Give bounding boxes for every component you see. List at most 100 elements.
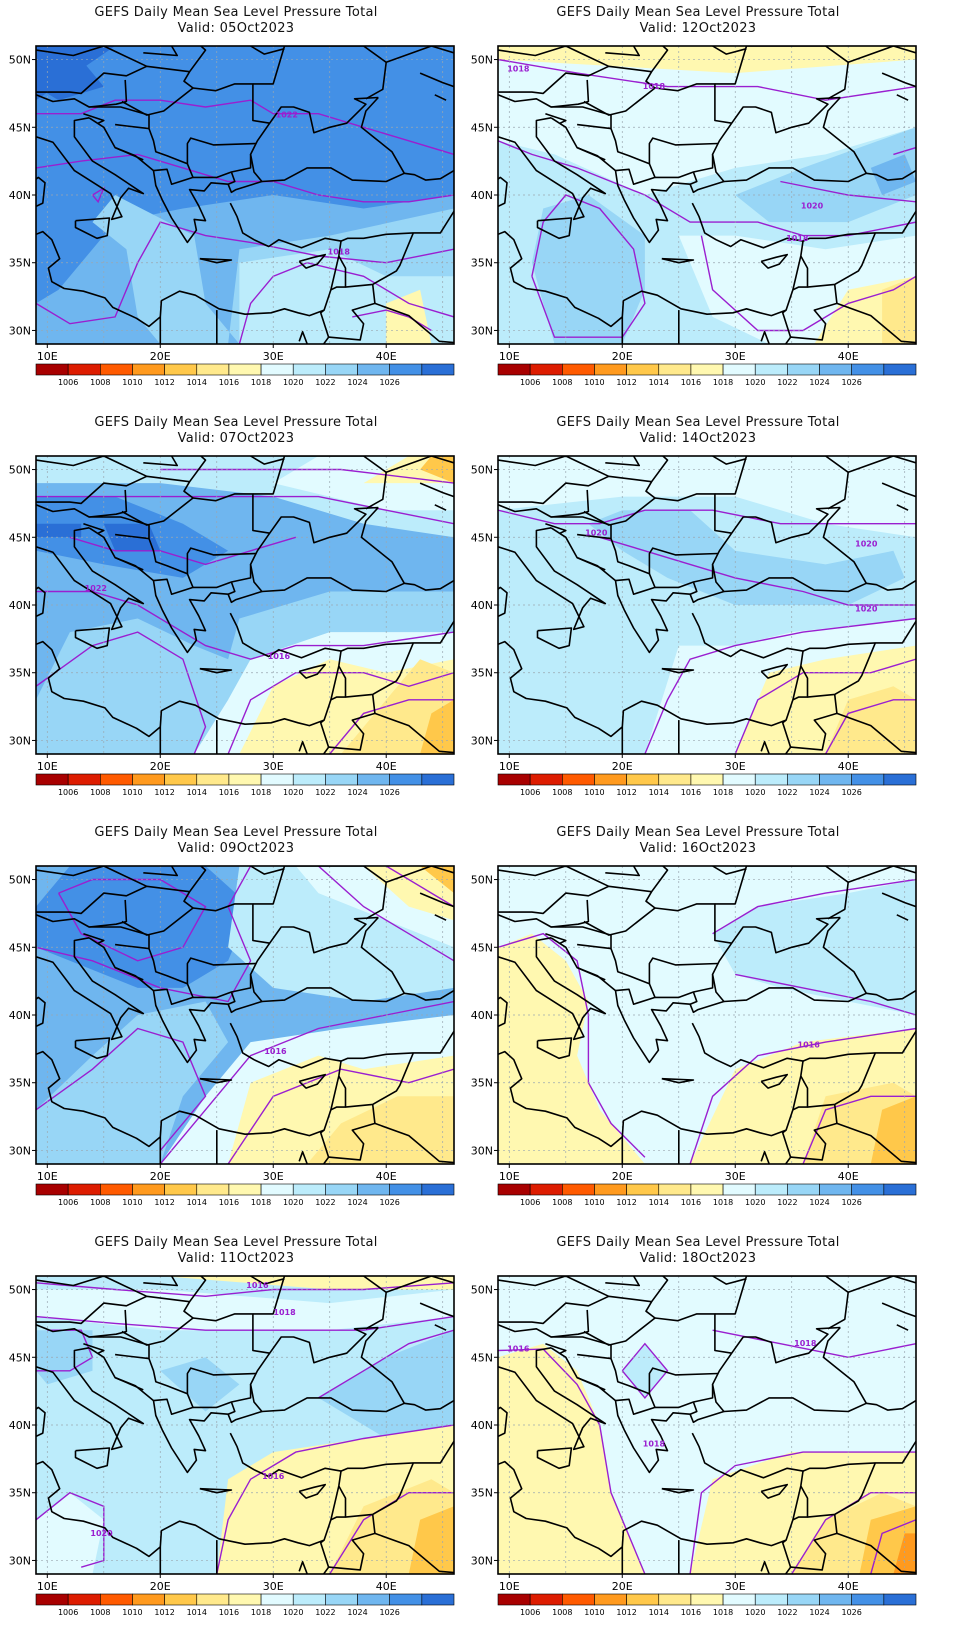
colorbar-swatch xyxy=(35,773,69,786)
pressure-band xyxy=(498,1343,645,1574)
coastline-border xyxy=(866,1399,916,1411)
coastline-border xyxy=(689,991,698,1005)
coastline-border xyxy=(121,1313,271,1354)
coastline-border xyxy=(781,1539,792,1568)
lat-tick-label: 45N xyxy=(471,121,493,134)
coastline-border xyxy=(36,456,148,478)
colorbar-label: 1016 xyxy=(681,1198,701,1207)
colorbar-swatch xyxy=(228,773,262,786)
coastline-border xyxy=(881,482,916,498)
isobar-label: 1018 xyxy=(786,234,809,243)
coastline-border xyxy=(781,1129,792,1158)
coastline-border xyxy=(781,719,792,748)
isobar-label: 1018 xyxy=(273,1308,296,1317)
panel-valid-date: Valid: 07Oct2023 xyxy=(177,431,295,446)
colorbar-swatch xyxy=(67,363,101,376)
pressure-map: 1016 50N 45N 40N 35N 30N 10E 20E 30E 40E 1006 1008 1… xyxy=(471,865,917,1207)
colorbar-label: 1006 xyxy=(520,378,540,387)
colorbar-swatch xyxy=(35,1593,69,1606)
colorbar-label: 1014 xyxy=(187,788,207,797)
colorbar-swatch xyxy=(851,1183,885,1196)
coastline-border xyxy=(186,1367,257,1394)
colorbar-label: 1008 xyxy=(90,378,110,387)
colorbar-swatch xyxy=(260,363,294,376)
coastline-border xyxy=(802,620,916,652)
pressure-band xyxy=(498,456,916,538)
colorbar-label: 1006 xyxy=(58,1198,78,1207)
isobar-line xyxy=(498,509,916,525)
coastline-border xyxy=(385,46,454,64)
coastline-border xyxy=(298,1483,327,1499)
coastline-border xyxy=(577,943,612,950)
forecast-panel: GEFS Daily Mean Sea Level Pressure Total… xyxy=(468,820,928,1230)
colorbar-swatch xyxy=(389,1183,423,1196)
forecast-panel: GEFS Daily Mean Sea Level Pressure Total… xyxy=(6,0,466,410)
panel-valid-date: Valid: 11Oct2023 xyxy=(177,1251,295,1266)
coastline-border xyxy=(661,257,695,264)
coastline-border xyxy=(760,663,789,679)
coastline-border xyxy=(345,1462,415,1518)
coastline-border xyxy=(545,1342,567,1354)
lat-tick-label: 30N xyxy=(9,1554,31,1567)
coastline-border xyxy=(385,866,454,884)
lat-tick-label: 35N xyxy=(471,667,493,680)
colorbar-swatch xyxy=(325,363,358,376)
lat-tick-label: 30N xyxy=(471,1144,493,1157)
coastline-border xyxy=(550,1326,841,1474)
colorbar-label: 1018 xyxy=(713,1198,733,1207)
colorbar-label: 1018 xyxy=(251,378,271,387)
pressure-band xyxy=(498,933,645,1164)
colorbar-label: 1010 xyxy=(584,378,604,387)
colorbar-label: 1022 xyxy=(777,378,797,387)
coastline-border xyxy=(114,146,144,161)
pressure-band xyxy=(735,127,916,223)
colorbar-swatch xyxy=(787,1183,820,1196)
colorbar-label: 1026 xyxy=(380,1608,400,1617)
pressure-band xyxy=(498,59,916,195)
coastline-border xyxy=(723,506,868,593)
colorbar-swatch xyxy=(389,363,423,376)
lon-tick-label: 20E xyxy=(150,350,171,363)
colorbar-swatch xyxy=(690,1183,724,1196)
coastline-border xyxy=(374,1122,454,1164)
colorbar-swatch xyxy=(100,1593,133,1606)
coastline-border xyxy=(896,504,909,511)
colorbar-swatch xyxy=(658,363,692,376)
lat-tick-label: 35N xyxy=(471,1487,493,1500)
panel-valid-date: Valid: 12Oct2023 xyxy=(639,21,757,36)
colorbar-label: 1014 xyxy=(187,1608,207,1617)
lat-tick-label: 35N xyxy=(9,257,31,270)
colorbar-swatch xyxy=(626,1183,660,1196)
panel-title: GEFS Daily Mean Sea Level Pressure Total xyxy=(556,5,840,20)
colorbar-label: 1016 xyxy=(219,1608,239,1617)
coastline-border xyxy=(661,1487,695,1494)
coastline-border xyxy=(723,916,868,1003)
coastline-border xyxy=(723,1326,868,1413)
colorbar-label: 1022 xyxy=(777,1198,797,1207)
lon-tick-label: 30E xyxy=(725,350,746,363)
colorbar-label: 1020 xyxy=(283,378,303,387)
coastline-border xyxy=(498,1022,804,1148)
colorbar-label: 1014 xyxy=(649,1608,669,1617)
colorbar-swatch xyxy=(819,363,852,376)
lat-tick-label: 50N xyxy=(9,54,31,67)
lon-tick-label: 40E xyxy=(376,1580,397,1593)
coastline-border xyxy=(89,926,194,1005)
lon-tick-label: 30E xyxy=(263,350,284,363)
pressure-map: 1022 1018 50N 45N 40N 35N 30N 10E 20E 30E 40E 1006 1… xyxy=(9,45,455,387)
coastline-border xyxy=(261,506,406,593)
colorbar-swatch xyxy=(357,773,390,786)
colorbar-swatch xyxy=(164,1593,198,1606)
coastline-border xyxy=(847,46,916,64)
coastline-border xyxy=(714,866,850,920)
pressure-map: 1022 1016 50N 45N 40N 35N 30N 10E 20E 30E 40E 1006 1… xyxy=(9,455,455,797)
colorbar-label: 1020 xyxy=(283,1608,303,1617)
colorbar-label: 1014 xyxy=(649,1198,669,1207)
colorbar-swatch xyxy=(819,1183,852,1196)
coastline-border xyxy=(760,1560,792,1574)
colorbar-swatch xyxy=(260,773,294,786)
colorbar-label: 1026 xyxy=(842,1608,862,1617)
colorbar-label: 1012 xyxy=(616,1608,636,1617)
coastline-border xyxy=(847,456,916,474)
lat-tick-label: 30N xyxy=(9,324,31,337)
